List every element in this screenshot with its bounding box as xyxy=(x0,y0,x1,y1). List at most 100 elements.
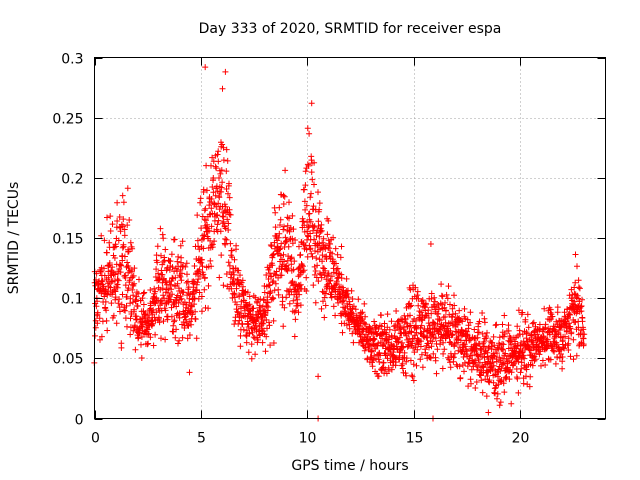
data-point xyxy=(384,311,391,318)
data-point xyxy=(357,333,364,340)
data-point xyxy=(439,293,446,300)
data-point xyxy=(233,301,240,308)
data-point xyxy=(407,303,414,310)
data-point xyxy=(194,279,201,286)
data-point xyxy=(449,331,456,338)
data-point xyxy=(208,205,215,212)
data-point xyxy=(121,253,128,260)
data-point xyxy=(428,295,435,302)
data-point xyxy=(475,329,482,336)
data-point xyxy=(380,359,387,366)
data-point xyxy=(313,230,320,236)
data-point xyxy=(439,365,446,372)
data-point xyxy=(551,348,558,355)
data-point xyxy=(235,280,242,287)
data-point xyxy=(527,373,534,380)
data-point xyxy=(177,273,184,280)
data-point xyxy=(226,194,233,201)
data-point xyxy=(246,293,253,300)
data-point xyxy=(169,291,176,298)
data-point xyxy=(385,368,392,374)
data-point xyxy=(307,194,314,201)
data-point xyxy=(124,259,131,266)
data-point xyxy=(494,373,501,380)
data-point xyxy=(491,385,498,392)
data-point xyxy=(334,251,341,258)
data-point xyxy=(120,199,127,206)
data-point xyxy=(140,301,147,308)
data-point xyxy=(175,340,181,347)
x-tick-label: 10 xyxy=(299,431,317,447)
data-point xyxy=(132,346,139,353)
data-point xyxy=(359,309,366,316)
data-point xyxy=(227,240,234,247)
data-point xyxy=(211,238,218,245)
data-point xyxy=(141,289,148,296)
data-point xyxy=(124,323,130,330)
data-point xyxy=(270,317,277,324)
data-point xyxy=(565,335,572,342)
data-point xyxy=(201,274,208,281)
data-point xyxy=(438,281,445,288)
data-point xyxy=(305,224,312,231)
data-point xyxy=(220,144,227,151)
data-point xyxy=(186,369,193,376)
data-point xyxy=(578,303,585,309)
data-point xyxy=(306,223,312,230)
data-point xyxy=(500,341,507,348)
data-point xyxy=(536,351,543,358)
data-point xyxy=(131,280,138,287)
data-point xyxy=(393,335,400,342)
data-point xyxy=(281,258,287,265)
data-point xyxy=(155,270,162,277)
x-tick-label: 20 xyxy=(512,431,530,447)
data-point xyxy=(320,298,326,305)
data-point xyxy=(482,376,489,383)
data-point xyxy=(567,325,574,332)
plot-frame xyxy=(94,57,606,419)
data-point xyxy=(279,298,286,305)
data-point xyxy=(409,373,416,380)
data-point xyxy=(567,311,574,318)
data-point xyxy=(451,302,458,309)
data-point xyxy=(167,258,174,265)
data-point xyxy=(471,326,478,333)
data-point xyxy=(457,337,464,344)
data-point xyxy=(454,321,461,328)
data-point xyxy=(213,165,220,172)
data-point xyxy=(323,276,330,283)
data-point xyxy=(328,294,335,301)
data-point xyxy=(262,348,269,355)
data-point xyxy=(288,254,295,261)
data-point xyxy=(289,235,296,242)
data-point xyxy=(403,355,410,362)
data-point xyxy=(200,245,207,252)
data-point xyxy=(319,258,326,265)
data-point xyxy=(289,278,296,285)
data-point xyxy=(462,343,469,350)
data-point xyxy=(449,314,456,321)
data-point xyxy=(431,303,438,310)
data-point xyxy=(114,284,121,291)
data-point xyxy=(346,325,353,332)
data-point xyxy=(418,322,425,329)
data-point xyxy=(122,282,129,289)
data-point xyxy=(190,278,197,285)
data-point xyxy=(114,199,121,206)
data-point xyxy=(240,283,246,290)
data-point xyxy=(159,261,166,268)
y-tick-label: 0.05 xyxy=(52,352,83,368)
data-point xyxy=(559,354,566,360)
data-point xyxy=(311,236,317,243)
data-point xyxy=(306,130,313,137)
data-point xyxy=(231,271,237,278)
data-point xyxy=(522,316,529,323)
data-point xyxy=(335,274,342,281)
data-point xyxy=(508,369,515,376)
y-tick-label: 0 xyxy=(75,413,84,429)
data-point xyxy=(566,311,573,317)
data-point xyxy=(527,347,534,354)
data-point xyxy=(309,253,316,260)
data-point xyxy=(283,294,290,301)
data-point xyxy=(575,295,581,302)
